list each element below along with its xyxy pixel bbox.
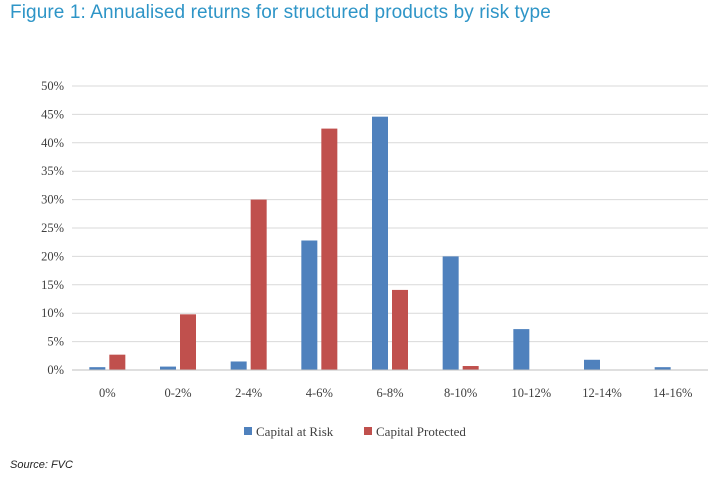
x-tick-label: 14-16% <box>653 386 693 400</box>
y-tick-label: 45% <box>41 107 64 121</box>
bar-capital-at-risk-4 <box>372 116 388 370</box>
y-tick-label: 40% <box>41 136 64 150</box>
figure-title: Figure 1: Annualised returns for structu… <box>10 2 551 23</box>
source-note: Source: FVC <box>10 459 73 471</box>
bar-capital-protected-4 <box>392 289 408 370</box>
y-tick-label: 10% <box>41 306 64 320</box>
bar-capital-at-risk-5 <box>442 256 459 370</box>
x-tick-label: 2-4% <box>235 386 262 400</box>
x-tick-label: 0% <box>99 386 116 400</box>
x-tick-label: 6-8% <box>376 386 403 400</box>
y-axis-ticks: 0% 5% 10% 15% 20% 25% 30% 35% 40% 45% 50% <box>41 79 64 377</box>
y-tick-label: 35% <box>41 164 64 178</box>
legend-capital-at-risk-label: Capital at Risk <box>256 424 334 439</box>
x-tick-label: 0-2% <box>164 386 191 400</box>
x-axis-ticks: 0% 0-2% 2-4% 4-6% 6-8% 8-10% 10-12% 12-14% 14-16… <box>99 386 692 400</box>
bar-capital-protected-0 <box>109 354 126 370</box>
bar-capital-at-risk-6 <box>513 329 530 370</box>
legend-capital-protected-swatch <box>364 427 372 435</box>
bars <box>89 116 671 370</box>
bar-capital-protected-5 <box>462 366 479 370</box>
y-tick-label: 20% <box>41 249 64 263</box>
x-tick-label: 4-6% <box>306 386 333 400</box>
bar-capital-at-risk-7 <box>584 359 600 370</box>
bar-capital-protected-3 <box>321 128 338 370</box>
bar-capital-at-risk-3 <box>301 240 318 370</box>
bar-capital-at-risk-8 <box>654 367 671 370</box>
y-tick-label: 30% <box>41 193 64 207</box>
bar-capital-at-risk-2 <box>230 361 247 370</box>
bar-capital-at-risk-0 <box>89 367 106 370</box>
y-tick-label: 5% <box>47 335 64 349</box>
bar-capital-protected-1 <box>180 314 196 370</box>
x-tick-label: 12-14% <box>582 386 622 400</box>
y-tick-label: 25% <box>41 221 64 235</box>
legend-capital-protected-label: Capital Protected <box>376 424 466 439</box>
gridlines <box>72 85 708 343</box>
legend: Capital at Risk Capital Protected <box>244 424 466 439</box>
y-tick-label: 50% <box>41 79 64 93</box>
bar-capital-protected-2 <box>250 199 267 370</box>
legend-capital-at-risk-swatch <box>244 427 252 435</box>
x-tick-label: 8-10% <box>444 386 477 400</box>
y-tick-label: 0% <box>47 363 64 377</box>
bar-capital-at-risk-1 <box>160 366 176 370</box>
x-tick-label: 10-12% <box>512 386 552 400</box>
y-tick-label: 15% <box>41 278 64 292</box>
